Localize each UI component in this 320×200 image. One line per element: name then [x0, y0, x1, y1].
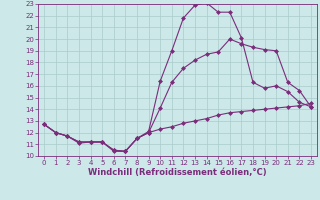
X-axis label: Windchill (Refroidissement éolien,°C): Windchill (Refroidissement éolien,°C) [88, 168, 267, 177]
